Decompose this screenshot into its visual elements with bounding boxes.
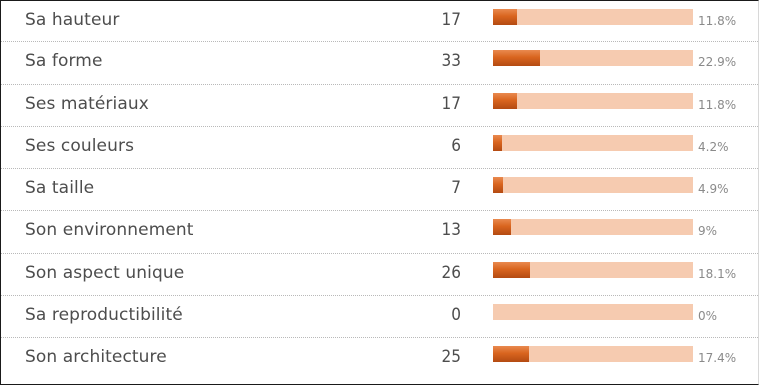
table-row: Ses matériaux 17 11.8% — [1, 85, 758, 127]
vote-count: 7 — [451, 178, 461, 198]
table-row: Ses couleurs 6 4.2% — [1, 127, 758, 169]
percent-label: 9% — [698, 224, 718, 238]
bar-fill — [493, 262, 530, 278]
percent-label: 4.2% — [698, 140, 729, 154]
percent-label: 0% — [698, 309, 718, 323]
vote-count: 17 — [441, 10, 461, 30]
bar-track — [493, 346, 693, 362]
option-label: Sa reproductibilité — [25, 305, 183, 325]
option-label: Son environnement — [25, 220, 194, 240]
bar-track — [493, 135, 693, 151]
option-label: Sa hauteur — [25, 10, 120, 30]
bar-fill — [493, 346, 529, 362]
percent-label: 11.8% — [698, 14, 737, 28]
bar-fill — [493, 50, 540, 66]
table-row: Sa taille 7 4.9% — [1, 169, 758, 211]
bar-track — [493, 93, 693, 109]
table-row: Sa reproductibilité 0 0% — [1, 296, 758, 338]
bar-fill — [493, 9, 517, 25]
bar-fill — [493, 219, 511, 235]
vote-count: 0 — [451, 305, 461, 325]
option-label: Son architecture — [25, 347, 167, 367]
bar-track — [493, 50, 693, 66]
vote-count: 25 — [441, 347, 461, 367]
bar-track — [493, 219, 693, 235]
bar-track — [493, 262, 693, 278]
option-label: Ses couleurs — [25, 136, 135, 156]
percent-label: 17.4% — [698, 351, 737, 365]
vote-count: 6 — [451, 136, 461, 156]
option-label: Son aspect unique — [25, 263, 185, 283]
vote-count: 33 — [441, 51, 461, 71]
bar-fill — [493, 93, 517, 109]
vote-count: 17 — [441, 94, 461, 114]
percent-label: 18.1% — [698, 267, 737, 281]
percent-label: 4.9% — [698, 182, 729, 196]
table-row: Son aspect unique 26 18.1% — [1, 254, 758, 296]
option-label: Sa taille — [25, 178, 95, 198]
percent-label: 11.8% — [698, 98, 737, 112]
vote-count: 13 — [441, 220, 461, 240]
table-row: Sa hauteur 17 11.8% — [1, 1, 758, 42]
bar-track — [493, 304, 693, 320]
bar-track — [493, 9, 693, 25]
table-row: Son architecture 25 17.4% — [1, 338, 758, 383]
bar-fill — [493, 177, 503, 193]
option-label: Sa forme — [25, 51, 103, 71]
bar-track — [493, 177, 693, 193]
vote-count: 26 — [441, 263, 461, 283]
percent-label: 22.9% — [698, 55, 737, 69]
table-row: Sa forme 33 22.9% — [1, 42, 758, 85]
bar-fill — [493, 135, 502, 151]
option-label: Ses matériaux — [25, 94, 149, 114]
table-row: Son environnement 13 9% — [1, 211, 758, 254]
